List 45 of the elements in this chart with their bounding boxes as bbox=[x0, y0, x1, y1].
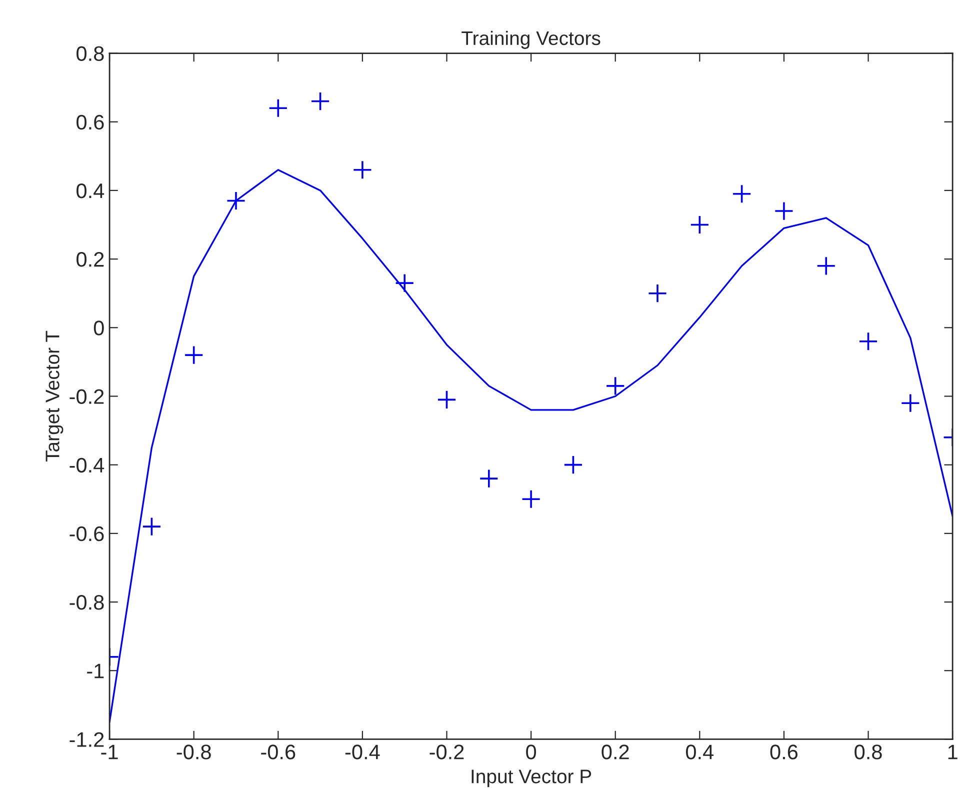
point bbox=[394, 273, 414, 293]
point bbox=[268, 98, 288, 118]
point bbox=[437, 390, 456, 410]
y-tick-label: 0.4 bbox=[76, 183, 104, 198]
x-tick-label: 1 bbox=[948, 744, 958, 760]
point bbox=[310, 92, 330, 111]
x-tick-label: -0.6 bbox=[261, 744, 296, 760]
y-tick-label: -0.2 bbox=[70, 389, 104, 404]
y-tick-label: 0 bbox=[94, 320, 104, 336]
point bbox=[564, 455, 583, 475]
point bbox=[142, 516, 162, 536]
line-series bbox=[110, 169, 953, 723]
point bbox=[521, 489, 541, 509]
point bbox=[774, 201, 794, 221]
x-tick-label: 0.4 bbox=[686, 744, 714, 760]
point bbox=[606, 376, 626, 396]
x-tick-label: 0.2 bbox=[602, 744, 629, 760]
x-tick-label: -0.8 bbox=[176, 744, 211, 760]
point bbox=[352, 160, 372, 180]
x-tick-label: -0.2 bbox=[430, 744, 464, 760]
x-tick-label: -1 bbox=[101, 744, 118, 760]
point bbox=[900, 393, 920, 413]
y-tick-label: -0.6 bbox=[70, 526, 104, 542]
y-tick-label: 0.8 bbox=[76, 46, 104, 62]
chart-title: Training Vectors bbox=[462, 30, 600, 49]
point bbox=[816, 256, 836, 276]
y-tick-label: -0.4 bbox=[70, 458, 104, 473]
x-tick-label: -0.4 bbox=[345, 744, 380, 760]
x-tick-label: 0.8 bbox=[854, 744, 882, 760]
y-tick-label: -0.8 bbox=[70, 595, 104, 610]
y-tick-label: -1 bbox=[87, 664, 104, 678]
point bbox=[479, 468, 499, 488]
y-axis-title: Target Vector T bbox=[46, 330, 64, 462]
x-tick-label: 0 bbox=[526, 744, 536, 760]
y-tick-label: -1.2 bbox=[70, 732, 104, 747]
point bbox=[648, 284, 668, 304]
x-tick-label: 0.6 bbox=[770, 744, 798, 760]
point bbox=[690, 215, 710, 234]
point bbox=[732, 184, 752, 204]
point bbox=[858, 332, 878, 352]
point bbox=[184, 345, 204, 365]
y-tick-label: 0.6 bbox=[76, 114, 104, 130]
y-tick-label: 0.2 bbox=[76, 252, 104, 267]
x-axis-title: Input Vector P bbox=[472, 770, 592, 788]
point bbox=[226, 191, 246, 210]
